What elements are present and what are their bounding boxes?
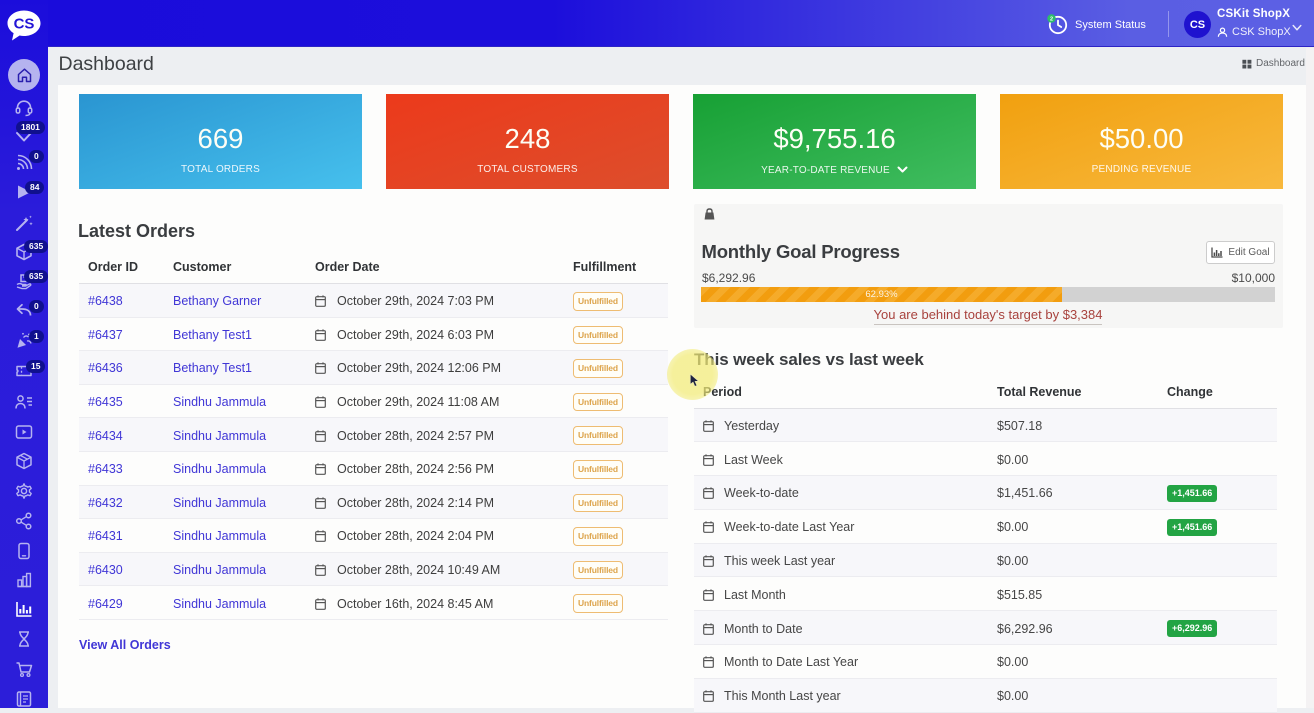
svg-text:2: 2 [1050, 17, 1053, 23]
svg-text:CS: CS [14, 16, 35, 33]
